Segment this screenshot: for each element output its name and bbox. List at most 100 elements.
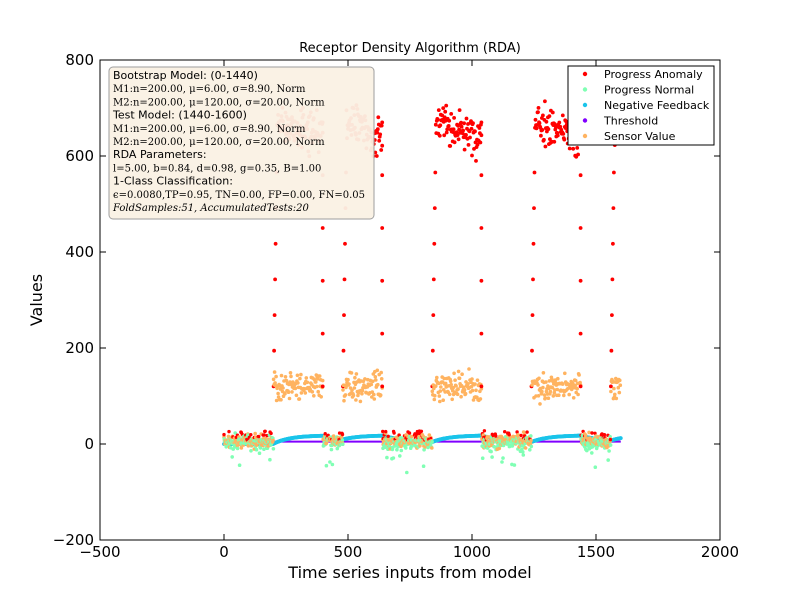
progress-anomaly-point [457, 127, 461, 132]
progress-anomaly-point [555, 133, 560, 138]
sensor-value-point [418, 444, 422, 448]
progress-normal-point [521, 453, 526, 457]
progress-anomaly-point [567, 146, 572, 151]
sensor-value-point [298, 376, 302, 381]
sensor-value-point [614, 396, 619, 401]
progress-anomaly-point [479, 226, 484, 230]
sensor-value-point [347, 382, 351, 386]
progress-anomaly-point [263, 429, 267, 433]
progress-anomaly-point [449, 112, 454, 116]
sensor-value-point [279, 398, 283, 402]
progress-anomaly-point [381, 429, 385, 434]
plot-frame [99, 59, 721, 541]
sensor-value-point [587, 430, 591, 435]
progress-anomaly-point [375, 127, 380, 132]
progress-anomaly-point [380, 120, 385, 125]
sensor-value-point [542, 393, 547, 397]
progress-anomaly-point [444, 103, 449, 108]
progress-normal-point [492, 444, 496, 449]
sensor-value-point [438, 399, 442, 404]
sensor-value-point [331, 434, 336, 438]
progress-anomaly-point [469, 126, 474, 131]
progress-anomaly-point [342, 313, 346, 317]
sensor-value-point [274, 374, 278, 379]
progress-anomaly-point [222, 432, 226, 437]
sensor-value-point [373, 375, 378, 379]
progress-normal-point [385, 455, 389, 460]
progress-anomaly-point [612, 170, 616, 175]
x-tick-label: 1500 [577, 543, 615, 561]
legend-marker [582, 87, 588, 92]
progress-anomaly-point [432, 241, 437, 246]
progress-anomaly-point [544, 119, 549, 124]
sensor-value-point [573, 383, 577, 388]
legend-marker [582, 71, 588, 77]
info-box: Bootstrap Model: (0-1440) M1:n=200.00, μ=… [108, 66, 375, 220]
info-box-line: FoldSamples:51, AccumulatedTests:20 [112, 203, 310, 214]
sensor-value-point [455, 392, 460, 397]
sensor-value-point [409, 434, 414, 439]
progress-anomaly-point [548, 137, 552, 142]
sensor-value-point [287, 396, 292, 401]
progress-normal-point [271, 447, 276, 451]
progress-anomaly-point [575, 146, 580, 150]
sensor-value-point [310, 390, 315, 394]
sensor-value-point [379, 377, 384, 381]
progress-anomaly-point [609, 384, 613, 389]
progress-anomaly-point [473, 129, 477, 134]
sensor-value-point [289, 374, 293, 379]
progress-anomaly-point [342, 277, 347, 282]
progress-anomaly-point [452, 116, 456, 120]
x-tick-label: −500 [79, 543, 120, 561]
progress-anomaly-point [546, 127, 551, 131]
sensor-value-point [467, 367, 471, 371]
progress-anomaly-point [433, 122, 438, 127]
sensor-value-point [303, 391, 308, 395]
y-tick-label: 600 [65, 147, 94, 165]
progress-normal-point [335, 446, 340, 451]
progress-anomaly-point [533, 117, 538, 122]
progress-anomaly-point [374, 154, 379, 158]
sensor-value-point [439, 385, 443, 389]
progress-anomaly-point [451, 127, 456, 132]
legend-marker [582, 133, 588, 139]
sensor-value-point [457, 376, 462, 381]
progress-anomaly-point [578, 226, 583, 230]
progress-anomaly-point [542, 137, 546, 142]
progress-anomaly-point [464, 116, 469, 121]
progress-anomaly-point [466, 143, 471, 147]
sensor-value-point [544, 380, 548, 384]
progress-anomaly-point [530, 348, 534, 353]
progress-normal-point [231, 447, 235, 451]
sensor-value-point [299, 372, 303, 377]
progress-anomaly-point [455, 133, 460, 138]
sensor-value-point [456, 387, 460, 391]
x-tick-label: 0 [219, 543, 229, 561]
sensor-value-point [272, 370, 277, 374]
progress-normal-point [529, 434, 533, 438]
sensor-value-point [346, 377, 350, 382]
sensor-value-point [469, 384, 474, 389]
progress-normal-point [404, 446, 408, 450]
progress-anomaly-point [540, 127, 545, 132]
progress-anomaly-point [380, 173, 385, 178]
progress-anomaly-point [471, 121, 475, 125]
progress-anomaly-point [379, 123, 384, 128]
sensor-value-point [462, 388, 467, 392]
progress-normal-point [230, 455, 234, 459]
progress-anomaly-point [432, 206, 437, 211]
sensor-value-point [296, 381, 300, 385]
y-tick-label: 200 [65, 339, 94, 357]
sensor-value-point [442, 376, 447, 381]
sensor-value-point [497, 446, 502, 451]
info-box-background [108, 66, 375, 220]
legend-label: Negative Feedback [604, 99, 710, 112]
sensor-value-point [563, 371, 567, 376]
sensor-value-point [541, 385, 545, 390]
sensor-value-point [573, 378, 578, 383]
progress-anomaly-point [437, 133, 442, 138]
sensor-value-point [438, 389, 443, 393]
progress-anomaly-point [380, 143, 385, 148]
progress-anomaly-point [571, 146, 576, 151]
progress-anomaly-point [531, 241, 536, 246]
